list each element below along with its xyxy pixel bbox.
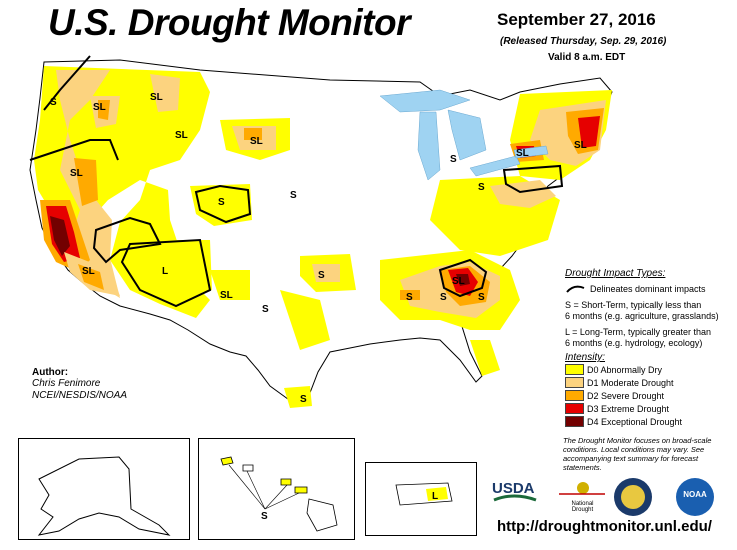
lake-michigan [417,111,441,181]
label-s-tx2: S [300,394,307,405]
label-s-wy: S [218,197,225,208]
noaa-logo: NOAA [676,478,714,516]
author-org: NCEI/NESDIS/NOAA [32,390,128,401]
author-name: Chris Fenimore [32,378,101,389]
label-sl-ca: SL [82,266,95,277]
legend-d1-label: D1 Moderate Drought [587,377,674,388]
lake-ontario [513,145,549,159]
legend-d4-label: D4 Exceptional Drought [587,416,683,427]
doc-logo-icon [614,478,652,516]
puerto-rico-map: L [395,482,453,506]
lake-superior [379,89,471,113]
label-sl-ga: SL [452,276,465,287]
legend-d2-label: D2 Severe Drought [587,390,665,401]
label-s-mi: S [450,154,457,165]
label-s-ne: S [290,190,297,201]
forecast-note: The Drought Monitor focuses on broad-sca… [563,436,712,472]
label-s-oh: S [478,182,485,193]
label-l-az: L [162,266,168,277]
label-sl-mt2: SL [250,136,263,147]
usda-logo: USDA [492,480,538,506]
label-sl-mt: SL [175,130,188,141]
impact-long-term-2: 6 months (e.g. hydrology, ecology) [565,338,703,348]
valid-time: Valid 8 a.m. EDT [548,52,626,63]
label-sl-ny: SL [516,148,529,159]
impact-types-title: Drought Impact Types: [565,268,666,279]
usda-logo-text: USDA [492,480,535,497]
legend-d1-swatch [565,377,584,388]
label-sl-ne: SL [574,140,587,151]
lake-huron [447,109,487,161]
page-title: U.S. Drought Monitor [48,2,411,43]
label-s-pnw: S [50,97,57,108]
label-sl-nm: SL [220,290,233,301]
label-s-tx: S [262,304,269,315]
impact-delineates: Delineates dominant impacts [590,284,706,294]
legend-d1: D1 Moderate Drought [565,377,674,388]
label-s-ms: S [406,292,413,303]
label-s-al: S [440,292,447,303]
legend-d4: D4 Exceptional Drought [565,416,682,427]
ndmc-logo-text-2: Drought [571,507,594,513]
label-s-sc: S [478,292,485,303]
site-url[interactable]: http://droughtmonitor.unl.edu/ [497,518,712,535]
alaska-inset [18,438,190,540]
label-sl-id: SL [150,92,163,103]
legend-d4-swatch [565,416,584,427]
label-l-pr: L [432,491,438,502]
release-date: (Released Thursday, Sep. 29, 2016) [500,36,667,47]
label-sl-nv: SL [70,168,83,179]
puerto-rico-inset: L [365,462,477,536]
ndmc-logo-icon [559,482,605,495]
usda-logo-icon [493,494,537,502]
legend-d3-swatch [565,403,584,414]
legend-d0: D0 Abnormally Dry [565,364,662,375]
legend-d3: D3 Extreme Drought [565,403,669,414]
label-s-hawaii: S [261,511,268,522]
label-s-ok: S [318,270,325,281]
map-date: September 27, 2016 [497,10,656,29]
ndmc-logo: National Drought [555,480,610,513]
ndmc-logo-text-1: National [571,501,594,507]
label-sl-wa: SL [93,102,106,113]
intensity-title: Intensity: [565,352,606,363]
impact-short-term-2: 6 months (e.g. agriculture, grasslands) [565,311,719,321]
delineation-line-icon [566,285,585,293]
impact-long-term-1: L = Long-Term, typically greater than [565,327,711,337]
alaska-map [37,456,171,536]
legend-d2: D2 Severe Drought [565,390,664,401]
lake-erie [469,155,521,177]
legend-d3-label: D3 Extreme Drought [587,403,670,414]
legend-d2-swatch [565,390,584,401]
noaa-logo-text: NOAA [683,490,707,499]
legend-d0-swatch [565,364,584,375]
hawaii-inset: S [198,438,355,540]
author-label: Author: [32,367,69,378]
impact-short-term-1: S = Short-Term, typically less than [565,300,702,310]
legend-d0-label: D0 Abnormally Dry [587,364,663,375]
hawaii-map: S [220,456,338,532]
